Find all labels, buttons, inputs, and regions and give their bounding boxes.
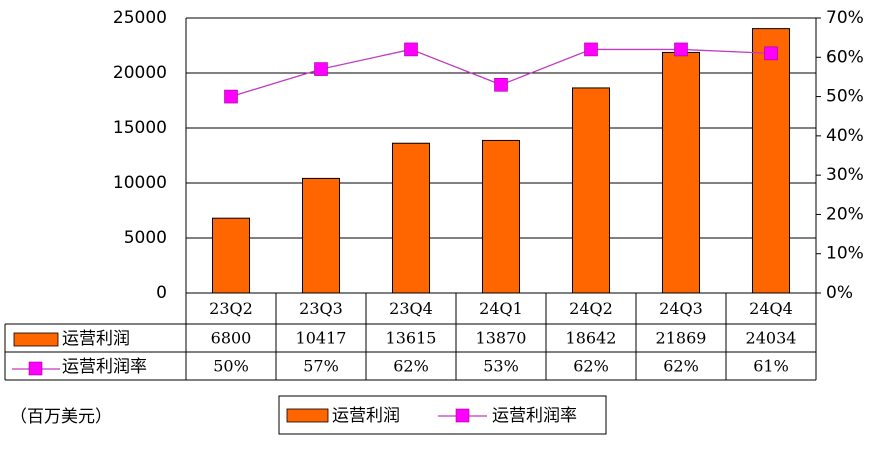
x-tick-label: 23Q3 (299, 299, 343, 318)
y2-tick-label: 0% (826, 283, 853, 303)
y-tick-label: 0 (156, 283, 167, 303)
table-cell-rate: 62% (663, 357, 699, 376)
y-tick-label: 15000 (113, 118, 167, 138)
x-tick-label: 23Q4 (389, 299, 433, 318)
bar (752, 28, 790, 294)
table-cell-rate: 53% (483, 357, 519, 376)
table-cell-value: 18642 (566, 329, 617, 348)
axes: 0 5000 10000 15000 20000 25000 0% 10% 20% 30% 40% 5… (113, 8, 864, 303)
x-tick-label: 24Q1 (479, 299, 523, 318)
y-tick-label: 10000 (113, 173, 167, 193)
line-marker (224, 89, 238, 104)
table-cell-rate: 62% (393, 357, 429, 376)
bar (662, 51, 700, 294)
legend-label-profit: 运营利润 (332, 406, 400, 426)
y2-tick-label: 20% (826, 204, 864, 224)
legend-label-margin: 运营利润率 (492, 406, 577, 426)
bar (212, 217, 250, 294)
bar (482, 139, 520, 294)
bar (392, 142, 430, 294)
legend-marker (455, 408, 470, 423)
table-cell-rate: 57% (303, 357, 339, 376)
table-row-label-margin: 运营利润率 (62, 357, 147, 377)
legend-bar-swatch (286, 408, 329, 423)
table-cell-value: 21869 (656, 329, 707, 348)
table-row-label-profit: 运营利润 (62, 329, 130, 349)
table-cell-value: 13615 (386, 329, 437, 348)
unit-note: （百万美元） (10, 407, 112, 427)
line-series (224, 42, 778, 104)
x-tick-label: 24Q4 (749, 299, 793, 318)
table-cell-rate: 50% (213, 357, 249, 376)
bar (572, 87, 610, 294)
y2-tick-label: 10% (826, 244, 864, 264)
x-tick-label: 24Q2 (569, 299, 613, 318)
table-cell-value: 10417 (296, 329, 347, 348)
table-cell-rate: 61% (753, 357, 789, 376)
table-key-marker (28, 361, 43, 376)
y2-tick-label: 50% (826, 87, 864, 107)
y-tick-label: 5000 (124, 228, 167, 248)
line-marker (674, 42, 688, 57)
bar-series (212, 28, 790, 294)
legend: 运营利润 运营利润率 (278, 395, 607, 435)
y2-tick-label: 40% (826, 126, 864, 146)
table-cell-value: 24034 (746, 329, 797, 348)
y-tick-label: 25000 (113, 8, 167, 28)
y2-tick-label: 70% (826, 8, 864, 28)
bar (302, 177, 340, 294)
line-marker (404, 42, 418, 57)
table-key-bar-swatch (13, 332, 59, 347)
data-table: 23Q2 23Q3 23Q4 24Q1 24Q2 24Q3 24Q4 6800 10417 136… (4, 293, 817, 381)
table-cell-rate: 62% (573, 357, 609, 376)
legend-box (278, 395, 607, 435)
gridlines (186, 17, 816, 239)
x-tick-label: 23Q2 (209, 299, 253, 318)
line-marker (584, 42, 598, 57)
line-marker (314, 62, 328, 76)
table-cell-value: 6800 (211, 329, 252, 348)
line-marker (764, 46, 778, 61)
table-cell-value: 13870 (476, 329, 527, 348)
y2-tick-label: 60% (826, 47, 864, 67)
y2-tick-label: 30% (826, 165, 864, 185)
x-tick-label: 24Q3 (659, 299, 703, 318)
line-marker (494, 77, 508, 92)
y-tick-label: 20000 (113, 63, 167, 83)
